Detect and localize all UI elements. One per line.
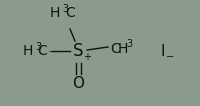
Text: −: −: [166, 52, 174, 62]
Text: 3: 3: [126, 39, 132, 49]
Text: H: H: [23, 44, 33, 58]
Text: C: C: [110, 42, 120, 56]
Text: H: H: [118, 42, 128, 56]
Text: +: +: [83, 52, 91, 62]
Text: C: C: [65, 6, 75, 20]
Text: –: –: [48, 46, 54, 56]
Text: H: H: [50, 6, 60, 20]
Text: C: C: [37, 44, 47, 58]
Text: S: S: [73, 42, 83, 60]
Text: 3: 3: [35, 42, 41, 52]
Text: I: I: [161, 43, 165, 59]
Text: 3: 3: [62, 4, 68, 14]
Text: O: O: [72, 77, 84, 91]
